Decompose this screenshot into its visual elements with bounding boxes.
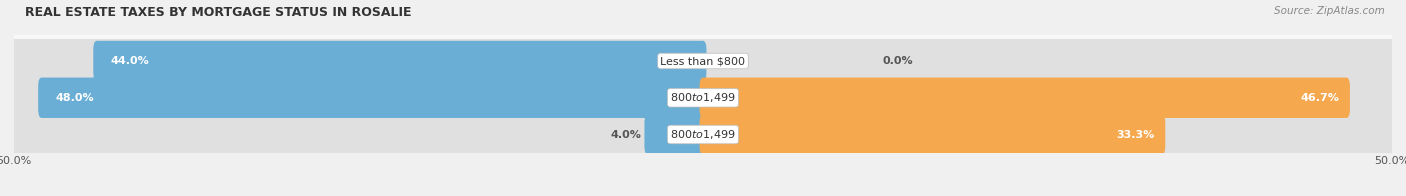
FancyBboxPatch shape (93, 41, 706, 81)
FancyBboxPatch shape (10, 39, 1396, 83)
FancyBboxPatch shape (10, 76, 1396, 120)
FancyBboxPatch shape (38, 78, 706, 118)
FancyBboxPatch shape (644, 114, 706, 155)
Text: 33.3%: 33.3% (1116, 130, 1154, 140)
Text: Source: ZipAtlas.com: Source: ZipAtlas.com (1274, 6, 1385, 16)
Text: 44.0%: 44.0% (111, 56, 149, 66)
Text: 4.0%: 4.0% (610, 130, 641, 140)
FancyBboxPatch shape (10, 113, 1396, 157)
Text: REAL ESTATE TAXES BY MORTGAGE STATUS IN ROSALIE: REAL ESTATE TAXES BY MORTGAGE STATUS IN … (25, 6, 412, 19)
Text: 0.0%: 0.0% (882, 56, 912, 66)
Text: Less than $800: Less than $800 (661, 56, 745, 66)
FancyBboxPatch shape (10, 107, 1396, 162)
FancyBboxPatch shape (700, 78, 1350, 118)
Text: 48.0%: 48.0% (55, 93, 94, 103)
Text: 46.7%: 46.7% (1301, 93, 1340, 103)
Text: $800 to $1,499: $800 to $1,499 (671, 91, 735, 104)
Text: $800 to $1,499: $800 to $1,499 (671, 128, 735, 141)
Legend: Without Mortgage, With Mortgage: Without Mortgage, With Mortgage (588, 193, 818, 196)
FancyBboxPatch shape (10, 70, 1396, 125)
FancyBboxPatch shape (700, 114, 1166, 155)
FancyBboxPatch shape (10, 34, 1396, 89)
